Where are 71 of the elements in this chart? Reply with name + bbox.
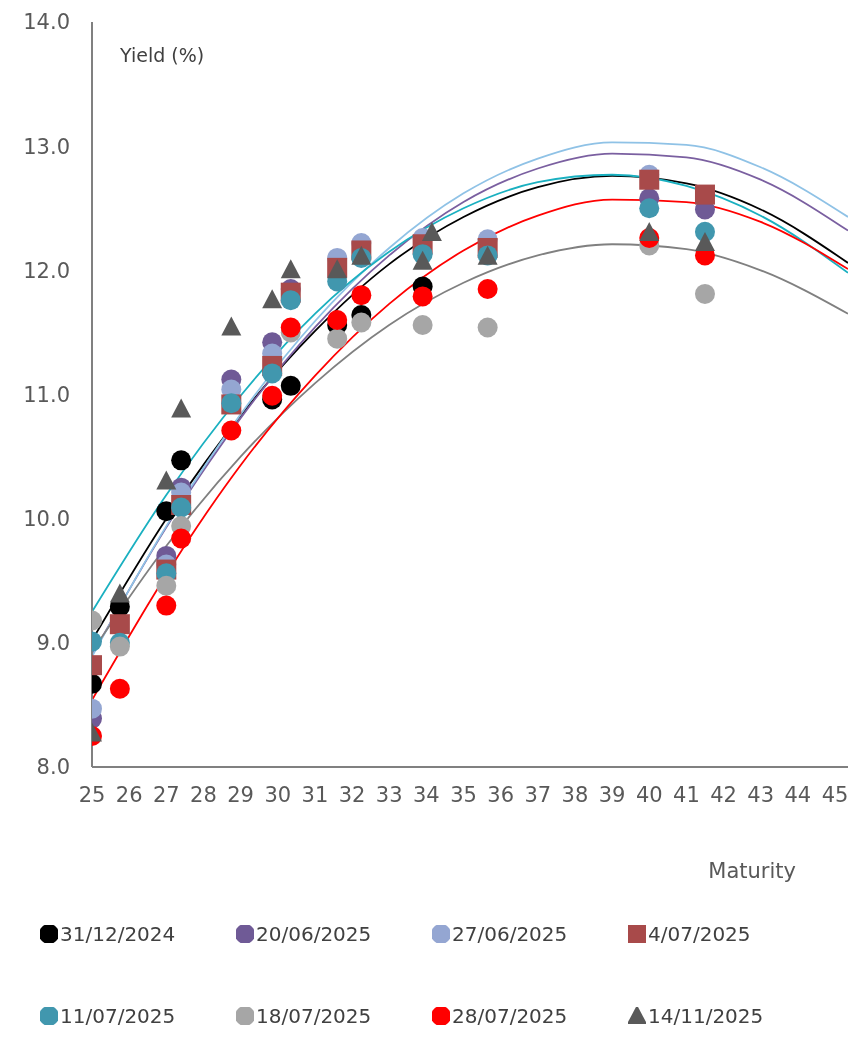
point [477, 278, 498, 299]
point [156, 575, 177, 596]
legend-label: 31/12/2024 [60, 922, 176, 946]
point [171, 398, 192, 418]
point [109, 678, 130, 699]
legend-label: 11/07/2025 [60, 1004, 176, 1028]
legend-label: 28/07/2025 [452, 1004, 568, 1028]
point [694, 283, 715, 304]
y-tick-label: 8.0 [36, 755, 70, 780]
x-tick-label: 45 [821, 782, 848, 807]
point [109, 614, 130, 635]
point [171, 528, 192, 549]
x-tick-label: 26 [115, 782, 143, 807]
point [412, 314, 433, 335]
point [156, 595, 177, 616]
point [694, 232, 715, 252]
point [156, 470, 177, 490]
x-tick-label: 32 [338, 782, 366, 807]
y-tick-label: 12.0 [23, 258, 70, 283]
point [639, 198, 660, 219]
y-tick-label: 11.0 [23, 382, 70, 407]
point [280, 290, 301, 311]
point [221, 316, 242, 336]
x-tick-label: 38 [561, 782, 589, 807]
point [351, 312, 372, 333]
legend-label: 20/06/2025 [256, 922, 372, 946]
x-tick-label: 25 [78, 782, 106, 807]
x-tick-label: 44 [784, 782, 812, 807]
x-tick-label: 28 [190, 782, 217, 807]
x-axis-title: Maturity [708, 859, 796, 883]
y-tick-label: 14.0 [23, 10, 70, 35]
x-tick-label: 34 [412, 782, 440, 807]
x-tick-label: 37 [524, 782, 552, 807]
x-tick-label: 35 [450, 782, 477, 807]
point [421, 222, 442, 242]
x-tick-label: 31 [301, 782, 329, 807]
legend-label: 14/11/2025 [648, 1004, 764, 1028]
point [262, 363, 283, 384]
y-tick-label: 13.0 [23, 134, 70, 159]
point [412, 250, 433, 270]
y-axis-title: Yield (%) [120, 44, 205, 66]
point [280, 317, 301, 338]
point [109, 583, 130, 603]
x-tick-label: 27 [152, 782, 180, 807]
point [171, 450, 192, 471]
legend-label: 18/07/2025 [256, 1004, 372, 1028]
x-tick-label: 42 [710, 782, 737, 807]
x-tick-label: 39 [598, 782, 626, 807]
legend-label: 4/07/2025 [648, 922, 751, 946]
y-tick-label: 9.0 [36, 631, 70, 656]
point [639, 169, 660, 190]
point [327, 328, 348, 349]
point [280, 259, 301, 279]
x-tick-label: 40 [635, 782, 663, 807]
point [327, 310, 348, 330]
point [262, 289, 283, 309]
point [639, 222, 660, 242]
point [221, 420, 242, 441]
point [351, 285, 372, 306]
point [412, 286, 433, 307]
x-tick-label: 30 [264, 782, 292, 807]
x-tick-label: 33 [375, 782, 403, 807]
point [280, 375, 301, 396]
x-tick-label: 43 [747, 782, 775, 807]
legend-label: 27/06/2025 [452, 922, 568, 946]
point [477, 317, 498, 338]
point [694, 184, 715, 205]
y-tick-label: 10.0 [23, 507, 70, 532]
x-tick-label: 41 [673, 782, 700, 807]
x-tick-label: 36 [487, 782, 515, 807]
x-tick-label: 29 [227, 782, 254, 807]
